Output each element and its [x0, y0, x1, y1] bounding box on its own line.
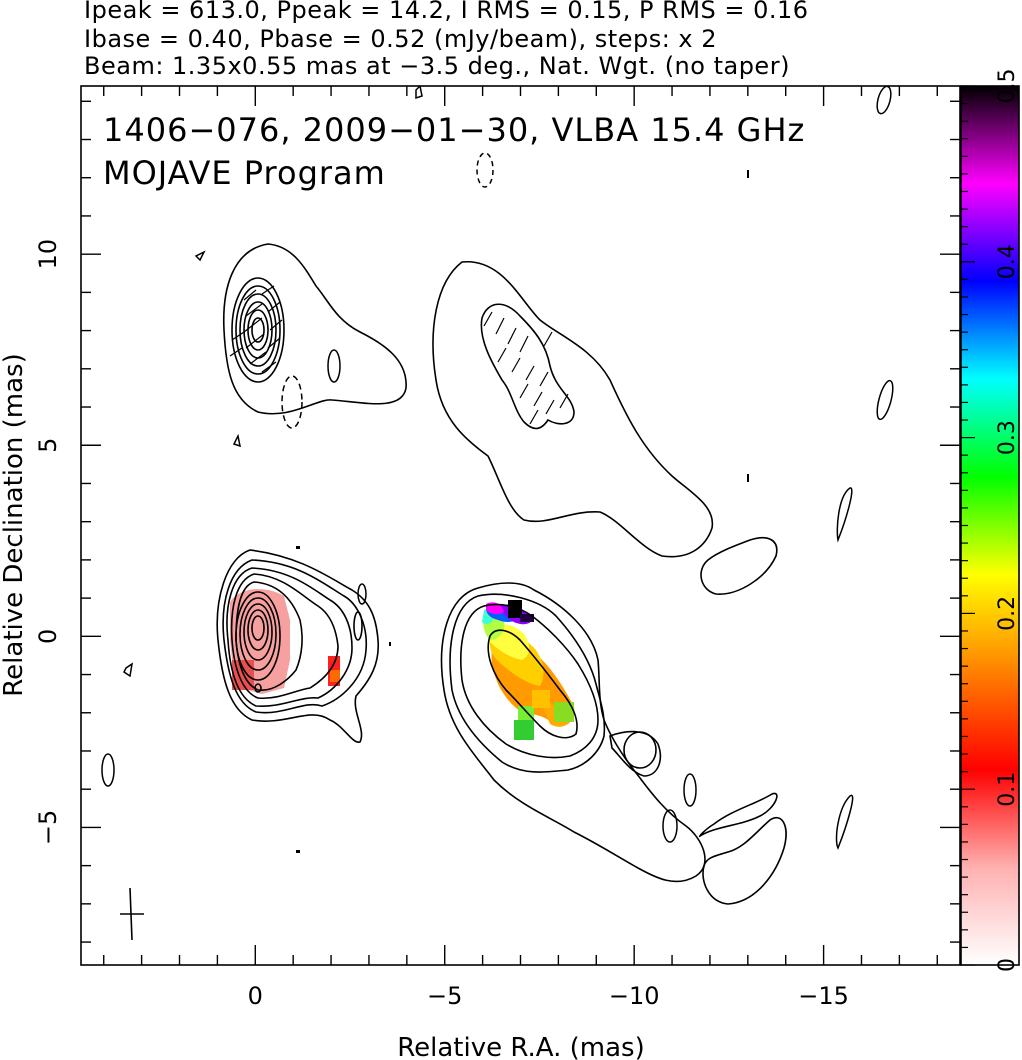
colorbar	[960, 85, 1020, 966]
plot-frame	[80, 85, 961, 966]
x-tick-label: 0	[248, 982, 263, 1010]
y-tick-label: 0	[34, 629, 62, 644]
y-axis-label: Relative Declination (mas)	[0, 353, 29, 696]
contour	[432, 261, 714, 558]
colorbar-tick-labels: 0 0.1 0.2 0.3 0.4 0.5	[995, 69, 1020, 973]
y-tick-label: −5	[34, 810, 62, 845]
header-line-1: Ipeak = 613.0, Ppeak = 14.2, I RMS = 0.1…	[84, 0, 809, 24]
colorbar-ticks	[961, 85, 975, 966]
plot-contents	[101, 86, 894, 941]
noise-dots	[296, 170, 749, 853]
x-tick-label: −15	[798, 982, 849, 1010]
beam-cross	[120, 887, 144, 941]
contour	[700, 536, 778, 595]
noise-contours	[101, 86, 894, 850]
axis-ticks	[81, 86, 960, 965]
header-line-2: Ibase = 0.40, Pbase = 0.52 (mJy/beam), s…	[84, 25, 718, 53]
contour	[222, 243, 407, 415]
axis-tick-labels: 0 −5 −10 −15 −5 0 5 10	[34, 239, 849, 1010]
chart-subtitle: MOJAVE Program	[103, 154, 386, 192]
colorbar-tick-label: 0.4	[995, 244, 1020, 279]
x-tick-label: −5	[427, 982, 462, 1010]
hatch-ghost-jet	[483, 311, 569, 425]
x-axis-label: Relative R.A. (mas)	[397, 1033, 644, 1060]
negative-contour	[281, 375, 303, 429]
y-tick-label: 5	[34, 438, 62, 453]
knot-polarization	[330, 670, 340, 682]
colorbar-tick-label: 0	[995, 958, 1020, 972]
colorbar-tick-label: 0.3	[995, 420, 1020, 455]
x-tick-label: −10	[609, 982, 660, 1010]
chart-title: 1406−076, 2009−01−30, VLBA 15.4 GHz	[103, 111, 805, 149]
colorbar-tick-label: 0.1	[995, 772, 1020, 807]
colorbar-tick-label: 0.5	[995, 69, 1020, 104]
colorbar-tick-label: 0.2	[995, 596, 1020, 631]
ghost-core-rings	[231, 277, 285, 383]
jet-polarization	[482, 600, 575, 740]
negative-contour	[476, 152, 494, 188]
jet-contours	[440, 582, 787, 905]
y-tick-label: 10	[34, 239, 62, 270]
contour	[480, 303, 575, 430]
header-line-3: Beam: 1.35x0.55 mas at −3.5 deg., Nat. W…	[84, 52, 790, 80]
core-contours	[216, 549, 380, 743]
